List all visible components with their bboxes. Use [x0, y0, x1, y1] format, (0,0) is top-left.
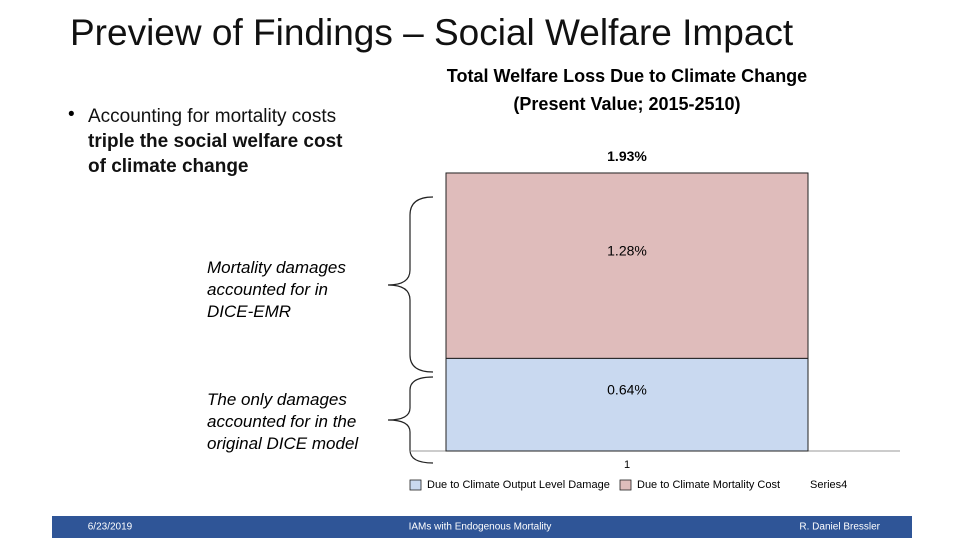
- slide-title: Preview of Findings – Social Welfare Imp…: [70, 12, 794, 53]
- footer-author: R. Daniel Bressler: [799, 522, 880, 533]
- x-tick-label: 1: [624, 459, 630, 471]
- bullet-dot: •: [68, 104, 75, 125]
- bullet-bold: triple the social welfare cost of climat…: [88, 131, 343, 177]
- footer-date: 6/23/2019: [88, 522, 133, 533]
- chart-title: Total Welfare Loss Due to Climate Change: [447, 66, 807, 86]
- legend-label: Due to Climate Mortality Cost: [637, 479, 780, 491]
- annotation: Mortality damages accounted for in DICE-…: [207, 258, 346, 321]
- brace: [387, 196, 434, 373]
- legend-label: Series4: [810, 479, 847, 491]
- legend-label: Due to Climate Output Level Damage: [427, 479, 610, 491]
- legend-swatch: [619, 479, 632, 491]
- bullet-text: Accounting for mortality costs: [88, 106, 337, 127]
- brace: [387, 376, 434, 464]
- footer-bar: [52, 516, 912, 538]
- bar-segment: [445, 357, 809, 452]
- annotation: The only damages accounted for in the or…: [207, 390, 359, 453]
- bullet: Accounting for mortality costs triple th…: [88, 104, 350, 179]
- total-label: 1.93%: [607, 148, 647, 164]
- data-label: 0.64%: [607, 381, 647, 397]
- legend-swatch: [409, 479, 422, 491]
- data-label: 1.28%: [607, 242, 647, 258]
- bar-segment: [445, 172, 809, 359]
- chart-title: (Present Value; 2015-2510): [513, 94, 740, 114]
- footer-center: IAMs with Endogenous Mortality: [409, 522, 552, 533]
